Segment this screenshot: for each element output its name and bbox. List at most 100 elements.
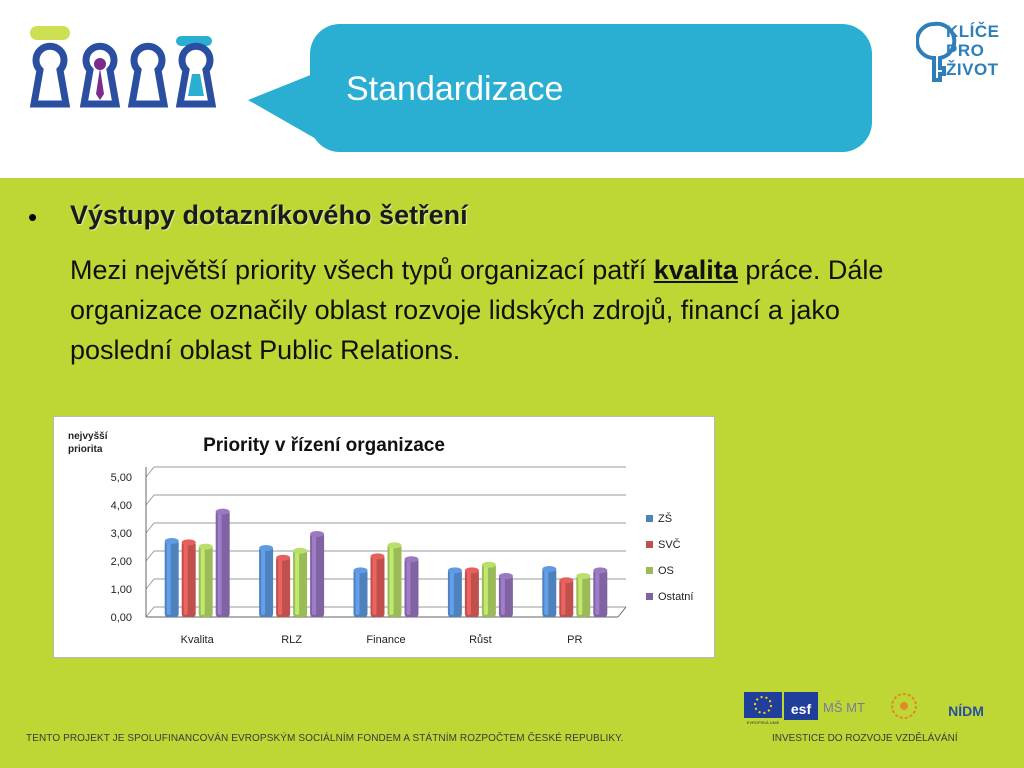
- bar-highlight: [217, 512, 222, 615]
- bar-highlight: [483, 565, 488, 615]
- bar-highlight: [355, 571, 360, 615]
- bar-top: [370, 553, 385, 560]
- esf-logo-icon: esf: [784, 692, 818, 720]
- eu-logos: EVROPSKÁ UNIE esf MŠ MT NÍDM: [744, 692, 984, 725]
- x-tick-label: Růst: [469, 634, 492, 646]
- y-tick-label: 1,00: [111, 584, 132, 596]
- bar-top: [464, 567, 479, 574]
- x-tick-label: Finance: [366, 634, 405, 646]
- header: Standardizace KLÍČE PRO ŽIVOT: [0, 0, 1024, 178]
- bar-top: [447, 567, 462, 574]
- y-tick-label: 3,00: [111, 528, 132, 540]
- gridline: [145, 466, 155, 478]
- bar-top: [576, 573, 591, 579]
- bar-highlight: [595, 571, 600, 615]
- bar-highlight: [466, 571, 471, 615]
- bar-top: [310, 531, 325, 537]
- bar-top: [215, 508, 230, 515]
- bar-highlight: [295, 551, 300, 615]
- nidm-logo-icon: NÍDM: [948, 703, 984, 719]
- footer-investment-text: INVESTICE DO ROZVOJE VZDĚLÁVÁNÍ: [772, 733, 958, 744]
- bar-highlight: [389, 546, 394, 615]
- section-heading: Výstupy dotazníkového šetření: [70, 200, 468, 230]
- key-icon: [79, 42, 121, 108]
- bar-highlight: [166, 542, 171, 615]
- bar-top: [404, 556, 419, 563]
- legend-swatch: [646, 567, 653, 574]
- bar-highlight: [200, 547, 205, 615]
- y-axis-label: priorita: [68, 444, 103, 455]
- bar-highlight: [578, 577, 583, 615]
- svg-text:EVROPSKÁ UNIE: EVROPSKÁ UNIE: [747, 720, 780, 725]
- x-tick-label: RLZ: [281, 634, 302, 646]
- legend-label: Ostatní: [658, 591, 693, 603]
- y-tick-label: 4,00: [111, 500, 132, 512]
- gridline: [145, 606, 155, 618]
- legend-label: OS: [658, 565, 674, 577]
- footer-cofinancing-text: TENTO PROJEKT JE SPOLUFINANCOVÁN EVROPSK…: [26, 733, 624, 744]
- bar-top: [559, 577, 574, 584]
- gridline: [145, 578, 155, 590]
- keys-logo: [29, 26, 217, 108]
- bar-top: [353, 567, 368, 574]
- legend-swatch: [646, 515, 653, 522]
- bar-top: [198, 543, 213, 550]
- gridline: [145, 522, 155, 534]
- paragraph-text: Mezi největší priority všech typů organi…: [70, 255, 654, 285]
- bar-highlight: [183, 543, 188, 615]
- bar-highlight: [372, 557, 377, 615]
- brand-line: KLÍČE: [946, 22, 1000, 41]
- body-paragraph: Mezi největší priority všech typů organi…: [70, 250, 930, 370]
- bar-highlight: [449, 571, 454, 615]
- bar-top: [387, 542, 402, 549]
- legend-swatch: [646, 593, 653, 600]
- eu-flag-icon: EVROPSKÁ UNIE: [744, 692, 782, 725]
- speech-bubble-tail: [248, 72, 318, 140]
- bar-top: [542, 566, 557, 572]
- legend-label: SVČ: [658, 538, 681, 551]
- y-tick-label: 0,00: [111, 612, 132, 624]
- bar-chart: nejvyšší priorita Priority v řízení orga…: [68, 431, 693, 646]
- x-tick-label: PR: [567, 634, 582, 646]
- bar-top: [259, 545, 274, 551]
- svg-text:esf: esf: [791, 701, 812, 717]
- brand-line: ŽIVOT: [946, 60, 999, 79]
- bar-top: [276, 554, 291, 561]
- x-axis: [617, 606, 627, 618]
- bar-top: [164, 538, 179, 544]
- bar-highlight: [278, 558, 283, 615]
- klice-pro-zivot-logo-icon: [916, 21, 957, 82]
- key-icon: [175, 36, 217, 108]
- brand-line: PRO: [946, 41, 985, 60]
- bar-top: [293, 547, 308, 554]
- svg-text:MŠ MT: MŠ MT: [823, 700, 865, 715]
- bar-top: [498, 573, 513, 579]
- bar-highlight: [406, 560, 411, 615]
- paragraph-text: práce. Dále organizace označily oblast r…: [70, 255, 884, 365]
- chart-title: Priority v řízení organizace: [203, 435, 445, 456]
- x-tick-label: Kvalita: [181, 634, 215, 646]
- msmt-logo-icon: MŠ MT: [823, 700, 865, 715]
- gridline: [145, 494, 155, 506]
- y-axis-label: nejvyšší: [68, 431, 109, 442]
- page-title: Standardizace: [346, 70, 564, 108]
- bar-highlight: [261, 549, 266, 615]
- svg-text:NÍDM: NÍDM: [948, 703, 984, 719]
- y-tick-label: 5,00: [111, 472, 132, 484]
- legend-label: ZŠ: [658, 512, 672, 525]
- legend-swatch: [646, 541, 653, 548]
- brand-text: KLÍČE PRO ŽIVOT: [946, 22, 1000, 79]
- key-icon: [29, 26, 71, 108]
- y-tick-label: 2,00: [111, 556, 132, 568]
- bar-highlight: [561, 581, 566, 615]
- key-icon: [127, 42, 169, 108]
- chart-container: nejvyšší priorita Priority v řízení orga…: [53, 416, 715, 658]
- title-bubble: [310, 24, 872, 152]
- bar-top: [481, 561, 496, 568]
- star-logo-icon: [891, 693, 917, 719]
- bar-highlight: [500, 577, 505, 615]
- bar-highlight: [544, 570, 549, 615]
- bar-highlight: [312, 535, 317, 615]
- bar-top: [593, 567, 608, 574]
- gridline: [145, 550, 155, 562]
